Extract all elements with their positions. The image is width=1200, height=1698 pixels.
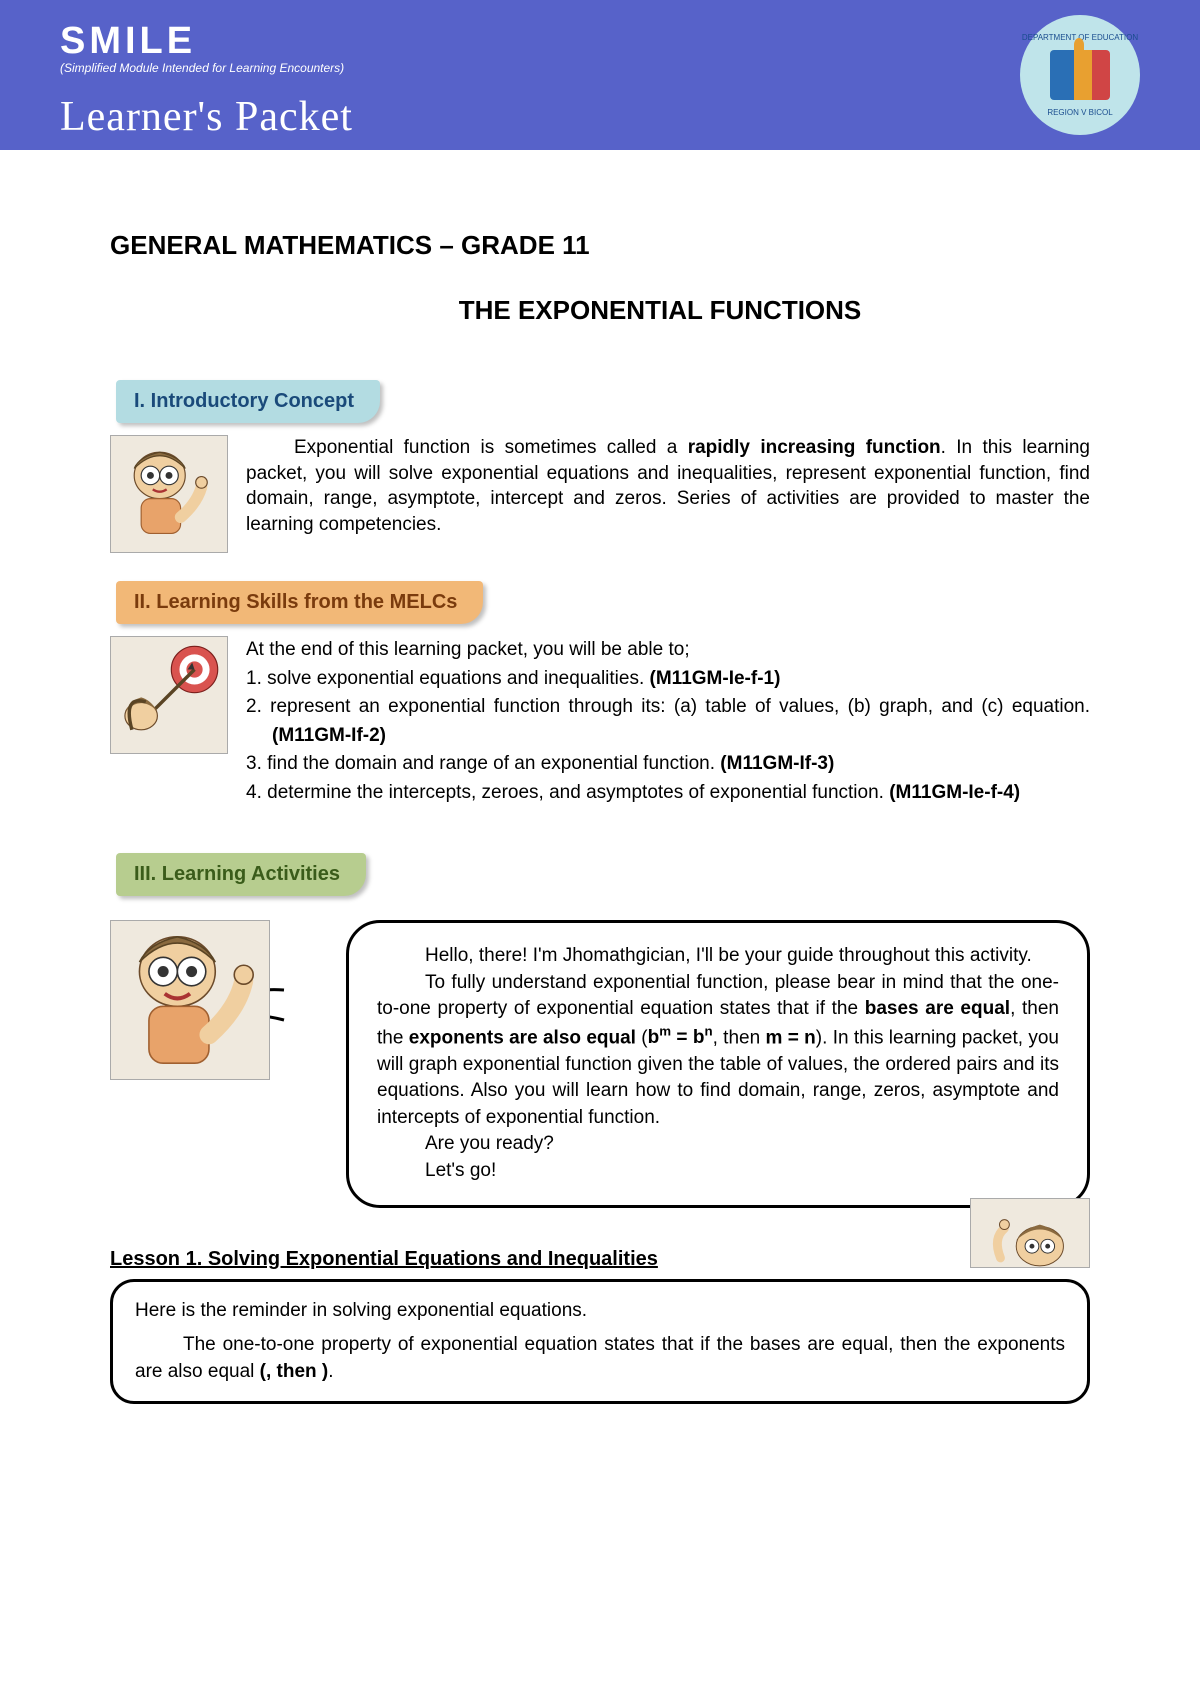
smile-subtitle: (Simplified Module Intended for Learning… — [60, 61, 1140, 75]
page-content: GENERAL MATHEMATICS – GRADE 11 THE EXPON… — [0, 150, 1200, 1444]
reminder-p1: Here is the reminder in solving exponent… — [135, 1298, 1065, 1325]
speech-bubble: Hello, there! I'm Jhomathgician, I'll be… — [346, 920, 1090, 1208]
reminder-box: Here is the reminder in solving exponent… — [110, 1279, 1090, 1405]
activities-row: Hello, there! I'm Jhomathgician, I'll be… — [110, 920, 1090, 1208]
section-tab-melc: II. Learning Skills from the MELCs — [116, 581, 483, 624]
boy-guide-icon — [110, 920, 270, 1080]
melc-lead: At the end of this learning packet, you … — [246, 636, 1090, 665]
bubble-p1: Hello, there! I'm Jhomathgician, I'll be… — [377, 943, 1059, 970]
melc-item-4: 4. determine the intercepts, zeroes, and… — [246, 779, 1090, 808]
smile-title: SMILE — [60, 20, 1140, 63]
melc-item-3: 3. find the domain and range of an expon… — [246, 750, 1090, 779]
reminder-p2: The one-to-one property of exponential e… — [135, 1332, 1065, 1385]
intro-p1b: rapidly increasing function — [688, 437, 941, 458]
melc-item-2: 2. represent an exponential function thr… — [246, 693, 1090, 750]
bubble-p3: Are you ready? — [377, 1131, 1059, 1158]
intro-text: Exponential function is sometimes called… — [246, 435, 1090, 538]
logo-text-bottom: REGION V BICOL — [1047, 108, 1112, 117]
boy-archery-icon — [110, 636, 228, 754]
deped-logo: DEPARTMENT OF EDUCATION REGION V BICOL — [1020, 15, 1140, 135]
melc-item-1: 1. solve exponential equations and inequ… — [246, 665, 1090, 694]
melc-list: At the end of this learning packet, you … — [246, 636, 1090, 807]
topic-title: THE EXPONENTIAL FUNCTIONS — [230, 295, 1090, 326]
section-tab-activities: III. Learning Activities — [116, 853, 366, 896]
logo-emblem-icon — [1050, 50, 1110, 100]
bubble-p4: Let's go! — [377, 1158, 1059, 1185]
lesson-heading: Lesson 1. Solving Exponential Equations … — [110, 1248, 1090, 1271]
melc-row: At the end of this learning packet, you … — [110, 636, 1090, 807]
header-banner: SMILE (Simplified Module Intended for Le… — [0, 0, 1200, 150]
learners-packet-title: Learner's Packet — [60, 93, 1140, 141]
course-title: GENERAL MATHEMATICS – GRADE 11 — [110, 230, 1090, 261]
intro-row: Exponential function is sometimes called… — [110, 435, 1090, 553]
boy-pointing-icon — [110, 435, 228, 553]
boy-peeking-icon — [970, 1198, 1090, 1268]
bubble-p2: To fully understand exponential function… — [377, 970, 1059, 1132]
section-tab-intro: I. Introductory Concept — [116, 380, 380, 423]
intro-p1a: Exponential function is sometimes called… — [294, 437, 688, 458]
